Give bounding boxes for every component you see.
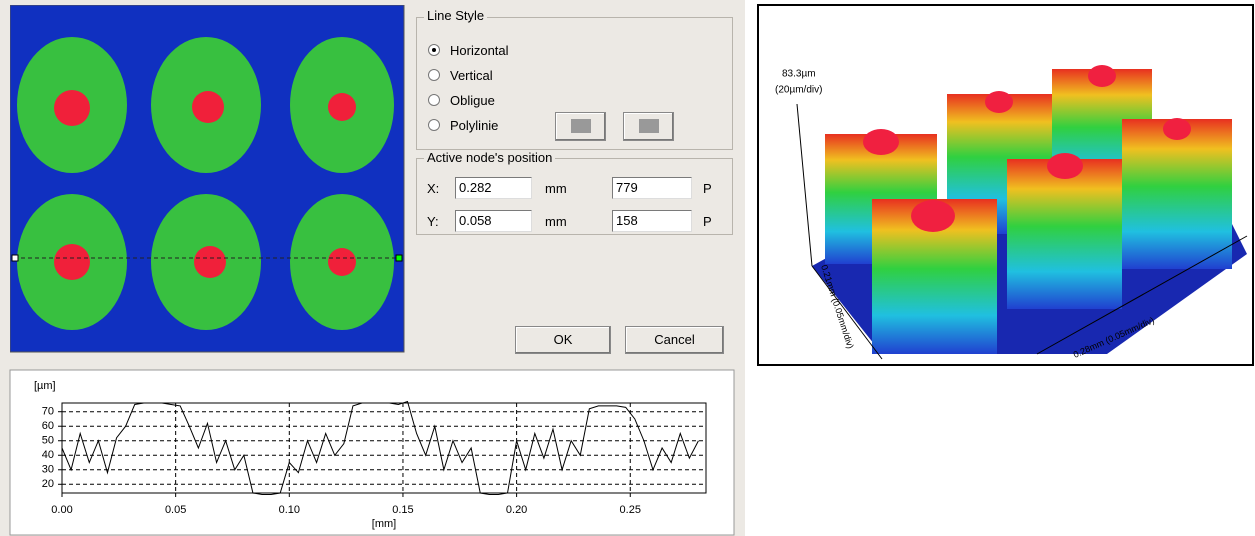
x-tick-label: 0.00 — [51, 504, 72, 516]
y-tick-label: 70 — [42, 406, 54, 418]
x-tick-label: 0.10 — [279, 504, 300, 516]
z-axis-label: 83.3µm — [782, 69, 816, 80]
x-tick-label: 0.25 — [620, 504, 641, 516]
y-tick-label: 50 — [42, 435, 54, 447]
x-tick-label: 0.15 — [392, 504, 413, 516]
dialog: Line Style Horizontal Vertical Obligue P… — [0, 0, 745, 536]
x-tick-label: 0.05 — [165, 504, 186, 516]
y-tick-label: 60 — [42, 420, 54, 432]
view-3d: 83.3µm (20µm/div) 0.21mm (0.05mm/div) 0.… — [757, 4, 1254, 366]
y-tick-label: 40 — [42, 449, 54, 461]
y-tick-label: 20 — [42, 478, 54, 490]
page: Line Style Horizontal Vertical Obligue P… — [0, 0, 1255, 536]
z-axis-scale: (20µm/div) — [775, 85, 822, 96]
x-tick-label: 0.20 — [506, 504, 527, 516]
profile-chart: [µm] [mm] 20 30 40 50 60 70 0.00 0.05 0.10 0.15 0.… — [0, 0, 745, 536]
x-axis-label: [mm] — [372, 518, 396, 530]
y-tick-label: 30 — [42, 464, 54, 476]
y-axis-label: [µm] — [34, 380, 56, 392]
